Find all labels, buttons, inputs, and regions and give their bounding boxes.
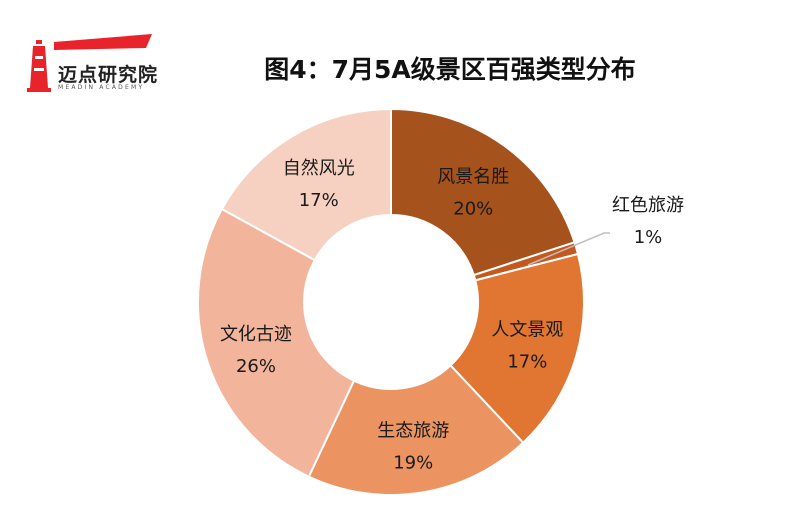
slice-percent-label: 19% (393, 452, 433, 473)
slice-1 (390, 107, 576, 277)
logo-name: 迈点研究院 (58, 64, 159, 86)
slice-percent-label: 17% (507, 352, 547, 373)
meadin-logo (27, 34, 152, 92)
slice-percent-label: 17% (299, 190, 339, 211)
leader-line (527, 232, 610, 266)
slice-percent-label: 1% (634, 227, 663, 248)
slice-name-label: 生态旅游 (377, 420, 449, 441)
chart-title: 图4：7月5A级景区百强类型分布 (264, 55, 636, 84)
slice-6 (220, 107, 392, 262)
slice-name-label: 人文景观 (491, 320, 563, 341)
logo-subtitle: MEADIN ACADEMY (58, 84, 145, 91)
slice-5 (197, 207, 356, 478)
slice-percent-label: 26% (236, 356, 276, 377)
slice-3 (449, 252, 585, 445)
slice-4 (307, 364, 525, 496)
slice-percent-label: 20% (453, 199, 493, 220)
slice-name-label: 红色旅游 (612, 195, 684, 216)
slice-name-label: 自然风光 (283, 158, 355, 179)
slice-name-label: 文化古迹 (220, 324, 292, 345)
slice-name-label: 风景名胜 (437, 167, 509, 188)
